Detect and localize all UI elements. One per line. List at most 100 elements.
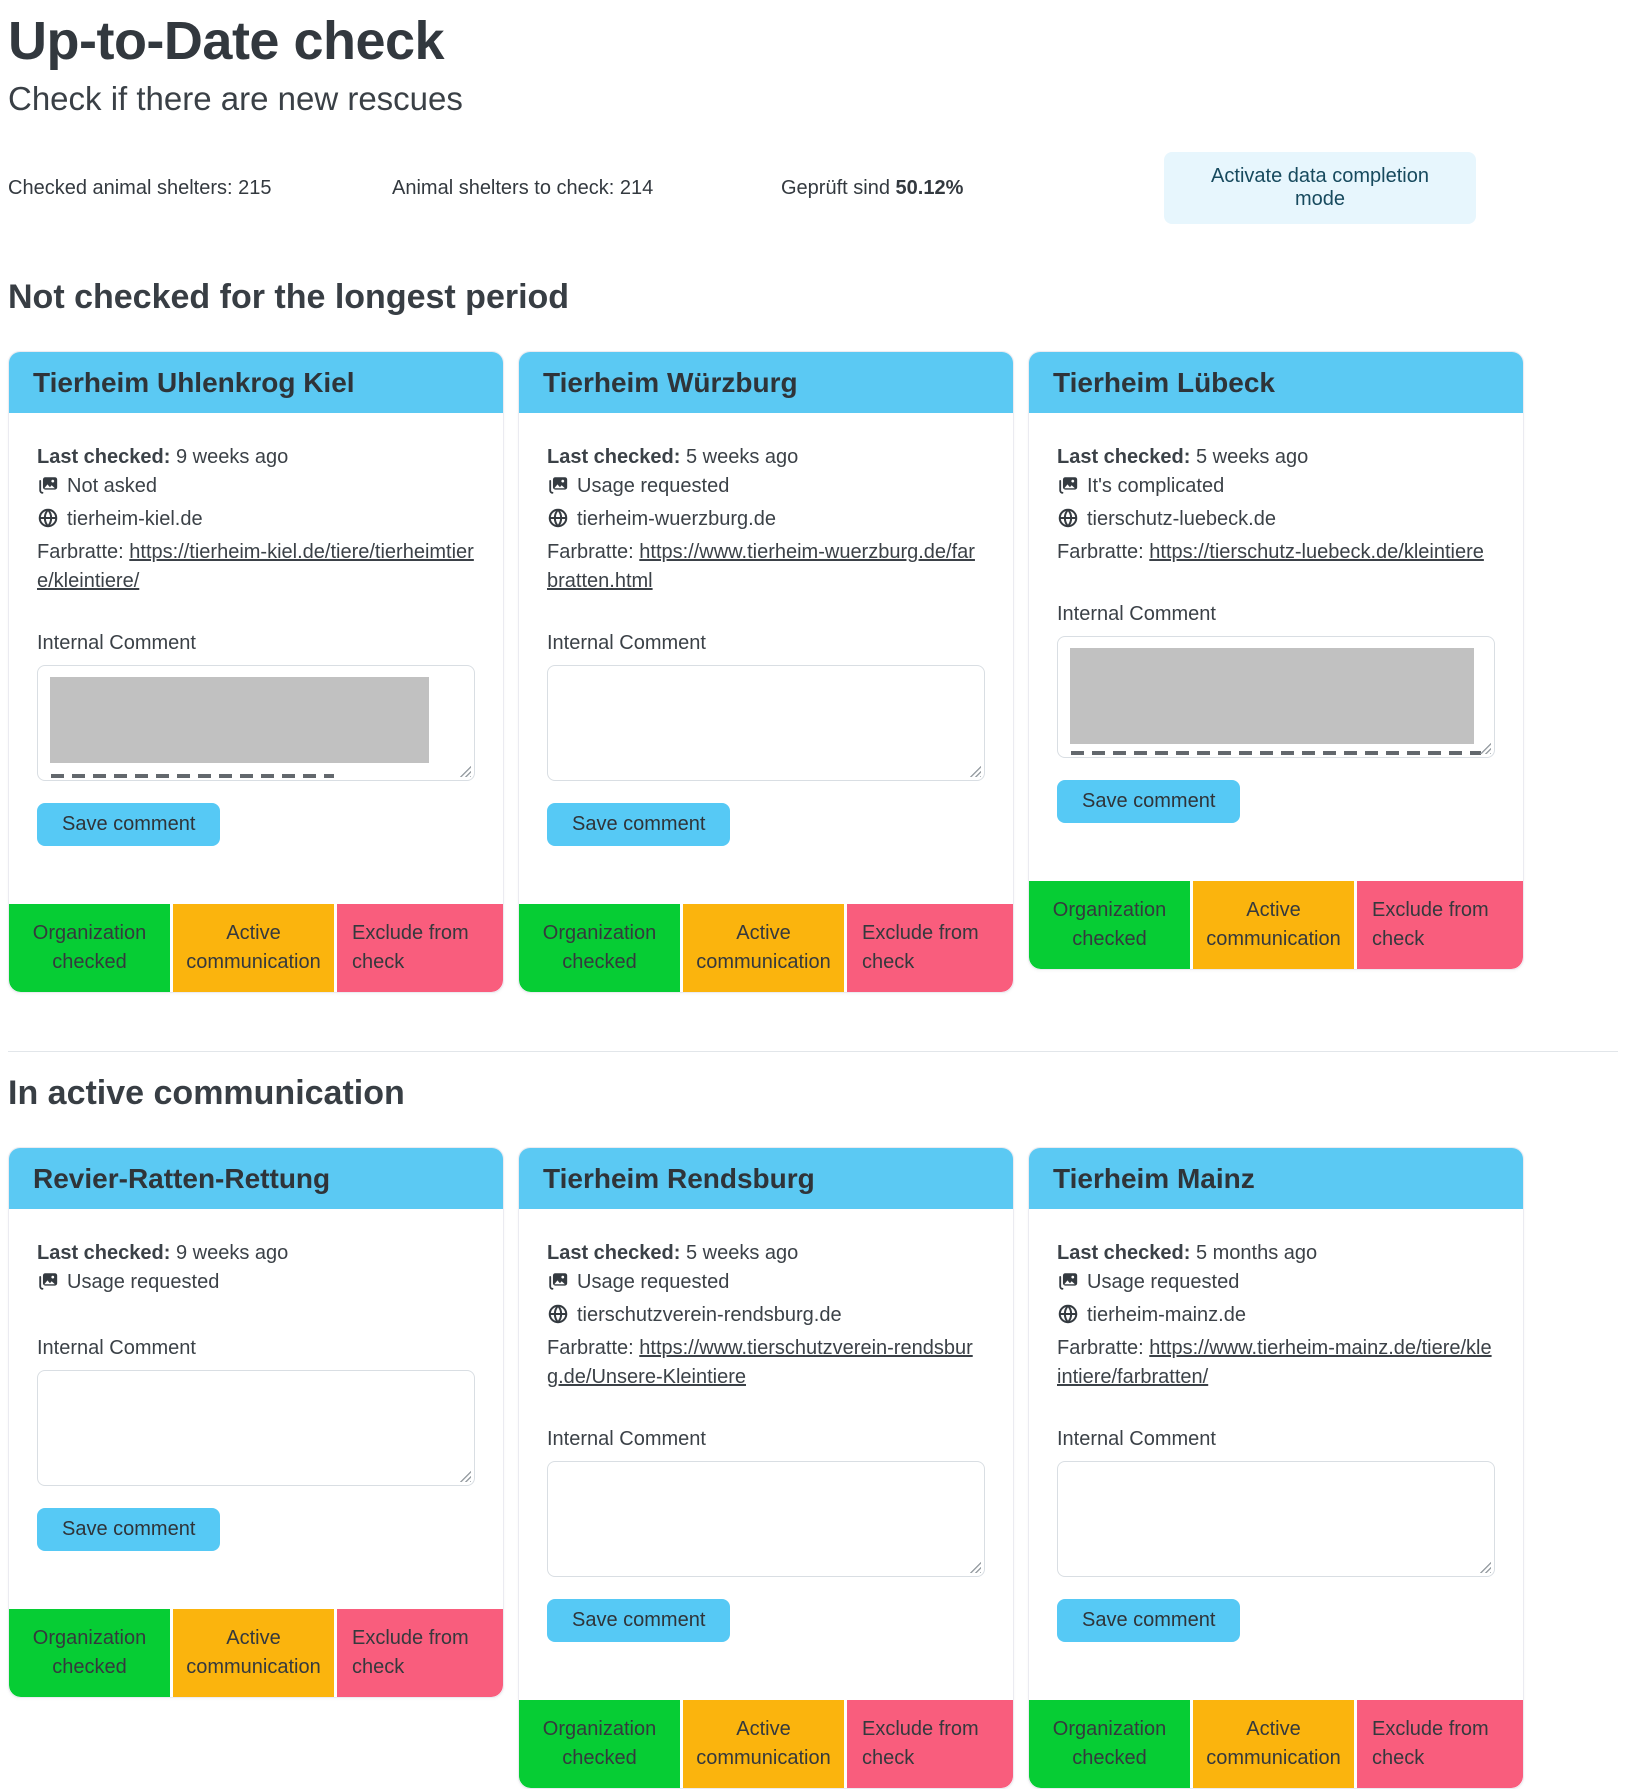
organization-checked-button[interactable]: Organization checked (519, 904, 680, 993)
internal-comment-label: Internal Comment (37, 1337, 196, 1360)
shelter-card: Tierheim Rendsburg Last checked: 5 weeks… (518, 1147, 1014, 1789)
card-title: Tierheim Rendsburg (519, 1148, 1013, 1210)
globe-icon (1057, 507, 1079, 538)
redacted-comment-peek (51, 774, 335, 779)
photo-icon (1057, 474, 1079, 505)
website-line: tierheim-kiel.de (37, 505, 475, 538)
redacted-comment (50, 677, 430, 764)
farbratte-link[interactable]: https://www.tierheim-wuerzburg.de/farbra… (547, 541, 975, 593)
section-heading-active-communication: In active communication (8, 1074, 405, 1113)
card-title: Tierheim Lübeck (1029, 352, 1523, 414)
resize-handle[interactable] (1479, 742, 1491, 755)
usage-status-line: Usage requested (547, 1268, 985, 1301)
resize-handle[interactable] (969, 1561, 981, 1574)
usage-status-line: Usage requested (547, 472, 985, 505)
last-checked-line: Last checked: 5 weeks ago (547, 1242, 799, 1265)
stat-shelters-to-check: Animal shelters to check: 214 (392, 176, 654, 199)
resize-handle[interactable] (459, 765, 471, 778)
farbratte-line: Farbratte: https://tierheim-kiel.de/tier… (37, 541, 474, 593)
save-comment-button[interactable]: Save comment (547, 803, 731, 847)
exclude-from-check-button[interactable]: Exclude from check (1357, 881, 1523, 970)
photo-icon (547, 1270, 569, 1301)
active-communication-button[interactable]: Active communication (173, 1609, 334, 1698)
usage-status-line: Usage requested (1057, 1268, 1495, 1301)
resize-handle[interactable] (459, 1470, 471, 1483)
globe-icon (37, 507, 59, 538)
usage-status-line: Not asked (37, 472, 475, 505)
card-body: Last checked: 9 weeks ago Usage requeste… (9, 1209, 503, 1552)
globe-icon (547, 507, 569, 538)
organization-checked-button[interactable]: Organization checked (1029, 1700, 1190, 1789)
card-body: Last checked: 5 weeks ago It's complicat… (1029, 413, 1523, 824)
card-footer: Organization checked Active communicatio… (1029, 1700, 1523, 1789)
stat-checked-shelters: Checked animal shelters: 215 (8, 176, 272, 199)
internal-comment-textarea[interactable] (1057, 1461, 1495, 1578)
save-comment-button[interactable]: Save comment (547, 1599, 731, 1643)
website-line: tierheim-wuerzburg.de (547, 505, 985, 538)
exclude-from-check-button[interactable]: Exclude from check (337, 1609, 503, 1698)
organization-checked-button[interactable]: Organization checked (9, 1609, 170, 1698)
organization-checked-button[interactable]: Organization checked (1029, 881, 1190, 970)
photo-icon (1057, 1270, 1079, 1301)
save-comment-button[interactable]: Save comment (37, 803, 221, 847)
farbratte-link[interactable]: https://tierheim-kiel.de/tiere/tierheimt… (37, 541, 474, 593)
stat-percent-checked: Geprüft sind 50.12% (781, 176, 964, 199)
save-comment-button[interactable]: Save comment (1057, 780, 1241, 824)
exclude-from-check-button[interactable]: Exclude from check (337, 904, 503, 993)
shelter-card: Revier-Ratten-Rettung Last checked: 9 we… (8, 1147, 504, 1699)
photo-icon (37, 474, 59, 505)
active-communication-button[interactable]: Active communication (173, 904, 334, 993)
page-title: Up-to-Date check (8, 11, 445, 71)
internal-comment-textarea[interactable] (37, 665, 475, 782)
stats-row: Checked animal shelters: 215 Animal shel… (8, 152, 1476, 225)
internal-comment-textarea[interactable] (37, 1370, 475, 1487)
cards-row-active-communication: Revier-Ratten-Rettung Last checked: 9 we… (8, 1147, 1524, 1789)
last-checked-line: Last checked: 9 weeks ago (37, 1242, 289, 1265)
shelter-card: Tierheim Lübeck Last checked: 5 weeks ag… (1028, 351, 1524, 971)
exclude-from-check-button[interactable]: Exclude from check (1357, 1700, 1523, 1789)
internal-comment-label: Internal Comment (1057, 1428, 1216, 1451)
card-body: Last checked: 9 weeks ago Not asked tier… (9, 413, 503, 847)
section-divider (8, 1051, 1618, 1053)
card-body: Last checked: 5 months ago Usage request… (1029, 1209, 1523, 1643)
farbratte-link[interactable]: https://tierschutz-luebeck.de/kleintiere (1149, 541, 1484, 564)
farbratte-line: Farbratte: https://www.tierheim-mainz.de… (1057, 1337, 1492, 1389)
shelter-card: Tierheim Uhlenkrog Kiel Last checked: 9 … (8, 351, 504, 994)
activate-data-completion-button[interactable]: Activate data completion mode (1164, 152, 1476, 225)
farbratte-line: Farbratte: https://tierschutz-luebeck.de… (1057, 541, 1484, 564)
last-checked-line: Last checked: 5 weeks ago (1057, 446, 1309, 469)
organization-checked-button[interactable]: Organization checked (519, 1700, 680, 1789)
exclude-from-check-button[interactable]: Exclude from check (847, 904, 1013, 993)
internal-comment-textarea[interactable] (547, 1461, 985, 1578)
active-communication-button[interactable]: Active communication (683, 904, 844, 993)
internal-comment-label: Internal Comment (37, 632, 196, 655)
section-heading-not-checked: Not checked for the longest period (8, 278, 570, 317)
internal-comment-textarea[interactable] (547, 665, 985, 782)
redacted-comment-peek (1071, 751, 1481, 756)
page-subtitle: Check if there are new rescues (8, 80, 463, 118)
usage-status-line: It's complicated (1057, 472, 1495, 505)
active-communication-button[interactable]: Active communication (1193, 881, 1354, 970)
card-body: Last checked: 5 weeks ago Usage requeste… (519, 1209, 1013, 1643)
organization-checked-button[interactable]: Organization checked (9, 904, 170, 993)
card-footer: Organization checked Active communicatio… (1029, 881, 1523, 970)
redacted-comment (1070, 648, 1474, 745)
photo-icon (37, 1270, 59, 1301)
card-title: Revier-Ratten-Rettung (9, 1148, 503, 1210)
resize-handle[interactable] (1479, 1561, 1491, 1574)
card-footer: Organization checked Active communicatio… (9, 1609, 503, 1698)
globe-icon (547, 1303, 569, 1334)
card-footer: Organization checked Active communicatio… (9, 904, 503, 993)
website-line: tierschutz-luebeck.de (1057, 505, 1495, 538)
card-footer: Organization checked Active communicatio… (519, 904, 1013, 993)
save-comment-button[interactable]: Save comment (1057, 1599, 1241, 1643)
card-title: Tierheim Mainz (1029, 1148, 1523, 1210)
active-communication-button[interactable]: Active communication (683, 1700, 844, 1789)
internal-comment-textarea[interactable] (1057, 636, 1495, 759)
exclude-from-check-button[interactable]: Exclude from check (847, 1700, 1013, 1789)
last-checked-line: Last checked: 9 weeks ago (37, 446, 289, 469)
active-communication-button[interactable]: Active communication (1193, 1700, 1354, 1789)
save-comment-button[interactable]: Save comment (37, 1508, 221, 1552)
internal-comment-label: Internal Comment (547, 1428, 706, 1451)
resize-handle[interactable] (969, 765, 981, 778)
